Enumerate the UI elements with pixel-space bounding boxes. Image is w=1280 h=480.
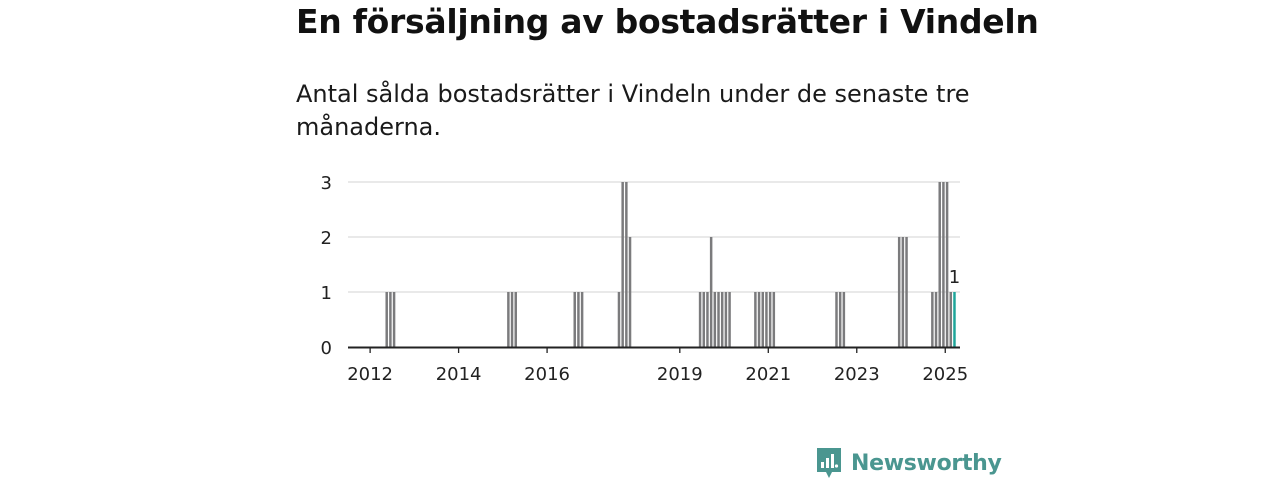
x-tick-label: 2021 xyxy=(745,364,791,385)
bar xyxy=(577,292,580,347)
bar xyxy=(754,292,757,347)
bar xyxy=(901,237,905,347)
bar xyxy=(709,237,713,347)
bar xyxy=(514,292,517,347)
bar xyxy=(702,292,706,347)
bar xyxy=(392,292,396,347)
data-label: 1 xyxy=(949,267,960,288)
bar xyxy=(949,292,953,347)
brand-logo: Newsworthy xyxy=(815,446,1002,480)
bar xyxy=(706,292,709,347)
bar xyxy=(698,292,702,347)
x-tick-label: 2019 xyxy=(657,364,703,385)
bar xyxy=(945,182,949,347)
newsworthy-logo-icon xyxy=(817,448,841,478)
x-tick-label: 2016 xyxy=(524,364,570,385)
x-tick-label: 2014 xyxy=(436,364,482,385)
bar xyxy=(724,292,728,347)
bar xyxy=(938,182,941,347)
y-tick-label: 0 xyxy=(321,338,332,359)
bar xyxy=(761,292,765,347)
bar xyxy=(757,292,761,347)
bar xyxy=(389,292,392,347)
bar xyxy=(838,292,842,347)
bar xyxy=(625,182,628,347)
page-title: En försäljning av bostadsrätter i Vindel… xyxy=(296,2,1039,41)
bar xyxy=(772,292,776,347)
y-tick-label: 2 xyxy=(321,228,332,249)
bar xyxy=(507,292,510,347)
x-tick-label: 2023 xyxy=(834,364,880,385)
bar xyxy=(768,292,772,347)
bar xyxy=(835,292,838,347)
bar xyxy=(510,292,514,347)
bar xyxy=(934,292,938,347)
y-tick-label: 1 xyxy=(321,283,332,304)
bar xyxy=(621,182,624,347)
bar xyxy=(931,292,934,347)
bar xyxy=(573,292,576,347)
bar xyxy=(765,292,768,347)
chart-subtitle: Antal sålda bostadsrätter i Vindeln unde… xyxy=(296,80,970,141)
bar xyxy=(580,292,584,347)
x-tick-label: 2012 xyxy=(347,364,393,385)
bar xyxy=(713,292,717,347)
highlighted-bar xyxy=(953,292,956,347)
bar xyxy=(942,182,945,347)
y-tick-label: 3 xyxy=(321,173,332,194)
bar xyxy=(842,292,846,347)
bar xyxy=(720,292,724,347)
bar xyxy=(628,237,632,347)
x-tick-label: 2025 xyxy=(922,364,968,385)
bar xyxy=(897,237,901,347)
bar xyxy=(717,292,720,347)
bar xyxy=(385,292,388,347)
bar xyxy=(728,292,731,347)
bar xyxy=(905,237,908,347)
brand-name: Newsworthy xyxy=(851,450,1002,476)
bar xyxy=(617,292,621,347)
